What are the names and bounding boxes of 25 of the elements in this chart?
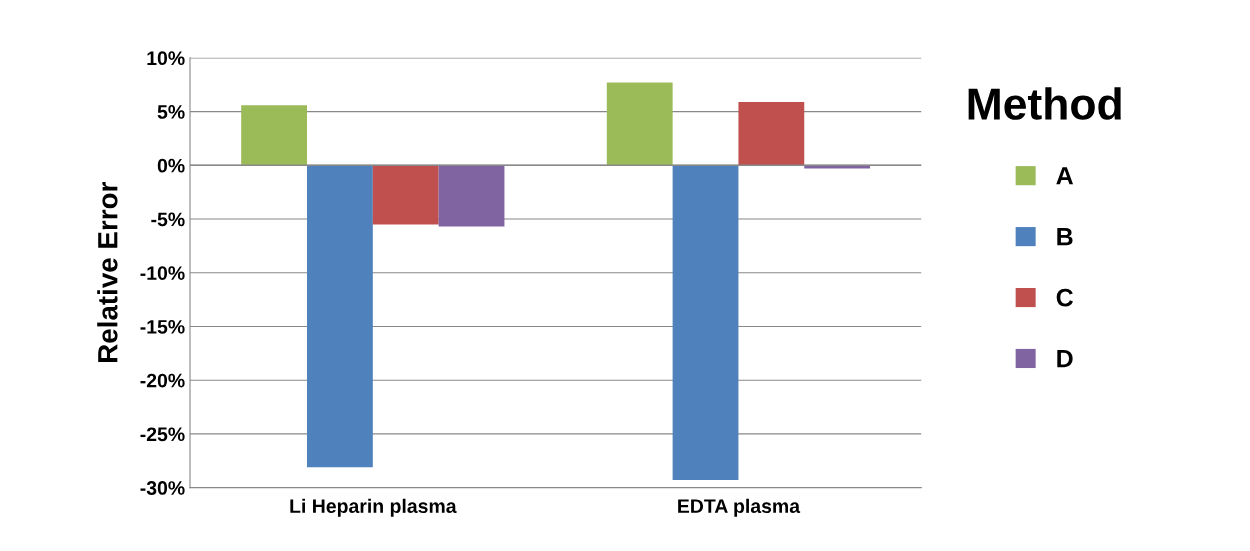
legend-label: A: [1056, 167, 1074, 185]
legend-label: B: [1057, 228, 1073, 246]
y-axis-title: Relative Error: [97, 182, 118, 362]
y-tick-label: 10%: [147, 51, 185, 66]
bar: [372, 165, 439, 225]
y-tick-label: -15%: [140, 319, 185, 334]
bar: [438, 165, 505, 227]
x-tick-label: EDTA plasma: [678, 498, 801, 517]
y-tick-label: -10%: [140, 266, 185, 280]
y-tick-label: -5%: [151, 212, 185, 227]
y-tick-label: -25%: [140, 427, 185, 442]
x-tick-label: Li Heparin plasma: [290, 498, 457, 517]
bar: [307, 165, 373, 468]
legend-label: C: [1056, 288, 1074, 307]
legend-title: Method: [968, 87, 1121, 120]
bar: [672, 165, 739, 481]
bar: [606, 82, 673, 166]
bar: [241, 105, 307, 166]
y-tick-label: -20%: [140, 373, 185, 388]
bar: [738, 101, 805, 166]
y-tick-label: 5%: [157, 105, 185, 119]
y-tick-label: 0%: [157, 158, 185, 173]
legend-label: D: [1057, 349, 1073, 368]
bar: [804, 165, 871, 169]
y-tick-label: -30%: [140, 481, 185, 495]
